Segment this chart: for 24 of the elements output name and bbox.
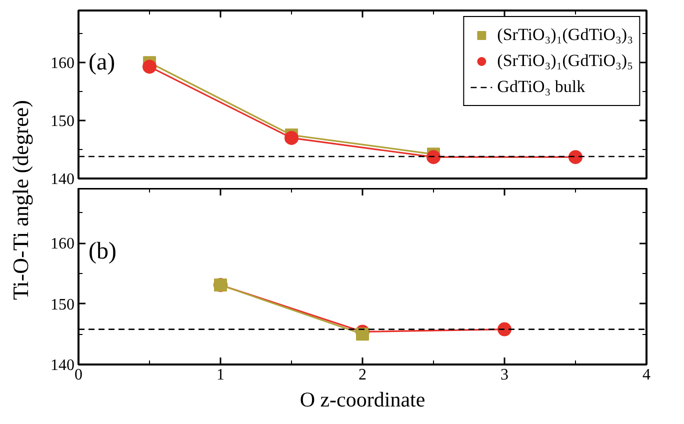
annotation: (b) bbox=[88, 238, 116, 264]
x-tick-label: 3 bbox=[500, 366, 508, 384]
x-axis-title: O z-coordinate bbox=[300, 388, 426, 412]
legend-label: (SrTiO₃)₁(GdTiO₃)₃ bbox=[497, 24, 633, 46]
annotation: (a) bbox=[88, 50, 116, 76]
x-tick-label: 2 bbox=[358, 366, 366, 384]
point bbox=[284, 130, 298, 145]
legend-label: (SrTiO₃)₁(GdTiO₃)₅ bbox=[497, 50, 633, 72]
x-tick-label: 4 bbox=[642, 366, 650, 384]
x-tick-label: 0 bbox=[74, 366, 82, 384]
y-tick-label: 160 bbox=[50, 55, 74, 72]
y-tick-label: 140 bbox=[50, 171, 74, 188]
point bbox=[568, 150, 582, 164]
point bbox=[356, 328, 369, 341]
legend-label: GdTiO₃ bulk bbox=[497, 76, 586, 98]
y-tick-label: 160 bbox=[50, 236, 74, 253]
point bbox=[142, 60, 156, 74]
y-tick-label: 150 bbox=[50, 113, 74, 130]
y-tick-label: 150 bbox=[50, 296, 74, 314]
point bbox=[426, 150, 440, 164]
point bbox=[498, 322, 512, 336]
y-axis-title: Ti-O-Ti angle (degree) bbox=[8, 100, 33, 300]
y-tick-label: 140 bbox=[50, 357, 74, 374]
x-tick-label: 1 bbox=[216, 366, 224, 384]
